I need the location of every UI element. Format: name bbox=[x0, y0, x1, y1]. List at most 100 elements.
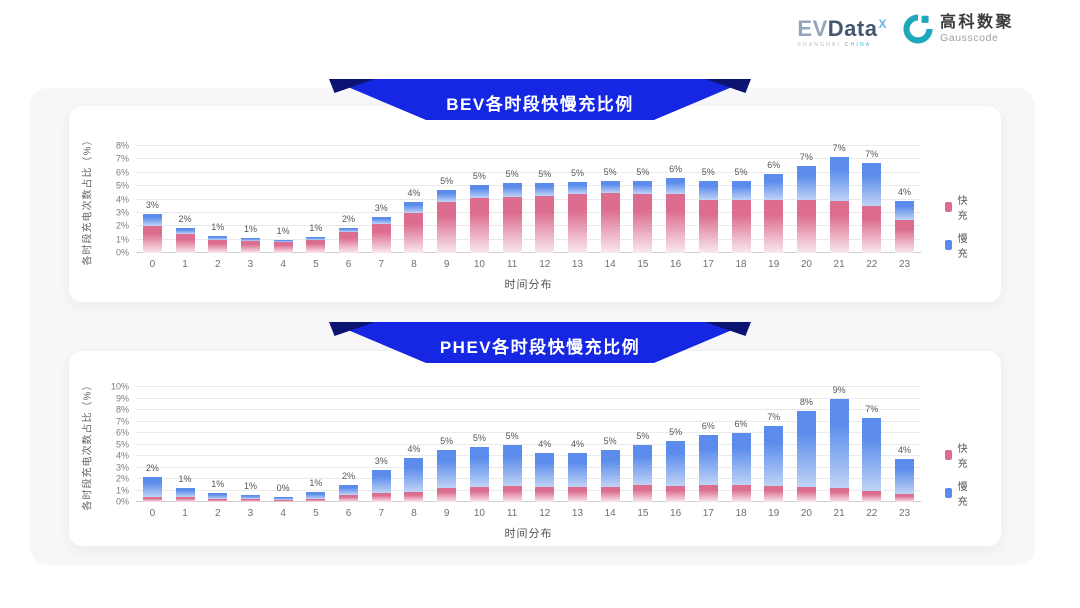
y-tick-label: 0% bbox=[115, 496, 129, 507]
bar-segment-慢充 bbox=[502, 183, 522, 197]
bar-segment-慢充 bbox=[666, 441, 686, 486]
bar-segment-慢充 bbox=[633, 444, 653, 485]
bar-7: 3% 7 bbox=[365, 146, 398, 270]
bar-segment-快充 bbox=[404, 212, 424, 253]
y-tick-label: 6% bbox=[115, 427, 129, 438]
bar-segment-慢充 bbox=[208, 235, 228, 240]
bar-segment-快充 bbox=[535, 487, 555, 502]
gridline bbox=[136, 466, 921, 468]
bar-16: 6% 16 bbox=[659, 146, 692, 270]
bar-segment-慢充 bbox=[371, 216, 391, 224]
x-tick-label: 19 bbox=[768, 259, 780, 270]
bar-value-label: 1% bbox=[309, 478, 323, 489]
legend-label: 慢充 bbox=[957, 482, 968, 508]
bar-10: 5% 10 bbox=[463, 146, 496, 270]
bar-segment-慢充 bbox=[502, 444, 522, 486]
bar-18: 6% 18 bbox=[725, 387, 758, 519]
bar-segment-快充 bbox=[142, 226, 162, 253]
bar-segment-慢充 bbox=[796, 411, 816, 488]
x-tick-label: 10 bbox=[473, 508, 485, 519]
bar-value-label: 1% bbox=[309, 222, 323, 233]
bar-segment-快充 bbox=[502, 196, 522, 253]
y-tick-label: 4% bbox=[115, 450, 129, 461]
bar-segment-快充 bbox=[698, 199, 718, 253]
bar-segment-快充 bbox=[764, 485, 784, 502]
bar-segment-慢充 bbox=[764, 426, 784, 486]
bar-21: 7% 21 bbox=[823, 143, 856, 270]
x-tick-label: 9 bbox=[443, 508, 450, 519]
bar-segment-快充 bbox=[862, 206, 882, 253]
bars: 3% 0 2% 1 1% 2 1% 3 1% 4 1% 5 2% 6 3% 7 4% 8 5% 9 5% 10 5% 11 5%… bbox=[136, 143, 921, 270]
bev-chart-card: 各时段充电次数占比（%） 时间分布 0% 1% 2% 3% 4% 5% 6% 7% 8% 3% 0 2… bbox=[68, 105, 1002, 303]
bar-segment-慢充 bbox=[306, 492, 326, 499]
bev-title-banner: BEV各时段快慢充比例 bbox=[329, 79, 751, 120]
legend-swatch bbox=[945, 202, 952, 212]
evdata-data-text: Data bbox=[827, 16, 878, 41]
bar-segment-慢充 bbox=[142, 476, 162, 497]
gridline bbox=[136, 501, 921, 502]
bar-19: 6% 19 bbox=[757, 146, 790, 270]
bar-value-label: 5% bbox=[505, 430, 519, 441]
bev-x-axis-title: 时间分布 bbox=[504, 279, 553, 291]
bar-7: 3% 7 bbox=[365, 387, 398, 519]
x-tick-label: 22 bbox=[866, 508, 878, 519]
bar-value-label: 2% bbox=[145, 462, 159, 473]
x-tick-label: 13 bbox=[571, 259, 584, 270]
x-tick-label: 20 bbox=[800, 259, 812, 270]
bars: 2% 0 1% 1 1% 2 1% 3 0% 4 1% 5 2% 6 3% 7 4% 8 5% 9 5% 10 5% 11 4%… bbox=[136, 385, 921, 519]
x-tick-label: 19 bbox=[768, 508, 780, 519]
bar-8: 4% 8 bbox=[398, 387, 431, 519]
bar-segment-慢充 bbox=[273, 240, 293, 243]
legend-item-慢充: 慢充 bbox=[945, 478, 971, 508]
evdata-subtext-shanghai: SHANGHAI bbox=[797, 42, 842, 48]
bar-segment-慢充 bbox=[731, 180, 751, 200]
bar-segment-快充 bbox=[796, 199, 816, 253]
y-tick-label: 3% bbox=[115, 462, 129, 472]
bar-13: 5% 13 bbox=[561, 146, 594, 270]
bar-value-label: 1% bbox=[178, 474, 192, 485]
evdata-subtext-china: CHINA bbox=[844, 42, 872, 48]
bar-6: 2% 6 bbox=[332, 387, 365, 519]
bar-segment-快充 bbox=[666, 485, 686, 502]
phev-title-banner: PHEV各时段快慢充比例 bbox=[329, 322, 751, 363]
bar-9: 5% 9 bbox=[430, 387, 463, 519]
x-tick-label: 23 bbox=[898, 508, 911, 519]
bar-segment-快充 bbox=[895, 219, 915, 253]
bar-segment-慢充 bbox=[698, 435, 718, 485]
y-tick-label: 8% bbox=[115, 140, 129, 151]
bar-segment-慢充 bbox=[339, 227, 359, 232]
bar-13: 4% 13 bbox=[561, 387, 594, 519]
bar-segment-慢充 bbox=[829, 398, 849, 489]
bar-value-label: 4% bbox=[570, 438, 584, 449]
gridline bbox=[136, 225, 921, 227]
bar-4: 0% 4 bbox=[267, 387, 300, 519]
bar-segment-快充 bbox=[633, 194, 653, 253]
bar-segment-快充 bbox=[698, 484, 718, 502]
gridline bbox=[136, 198, 921, 200]
gridline bbox=[136, 171, 921, 173]
bar-18: 5% 18 bbox=[725, 146, 758, 270]
bar-value-label: 4% bbox=[407, 444, 421, 455]
bar-segment-慢充 bbox=[895, 459, 915, 494]
bar-segment-快充 bbox=[306, 498, 326, 502]
x-tick-label: 2 bbox=[214, 508, 221, 519]
x-tick-label: 7 bbox=[378, 508, 385, 519]
bar-segment-快充 bbox=[142, 496, 162, 502]
bar-segment-快充 bbox=[764, 199, 784, 253]
gridline bbox=[136, 489, 921, 491]
bev-y-axis-title: 各时段充电次数占比（%） bbox=[82, 134, 94, 265]
bar-14: 5% 14 bbox=[594, 387, 627, 519]
bar-segment-慢充 bbox=[404, 202, 424, 213]
bar-value-label: 6% bbox=[734, 419, 748, 429]
x-tick-label: 2 bbox=[214, 259, 221, 270]
phev-y-axis-title: 各时段充电次数占比（%） bbox=[82, 379, 94, 510]
bar-segment-慢充 bbox=[567, 452, 587, 488]
bar-segment-慢充 bbox=[862, 418, 882, 491]
x-tick-label: 0 bbox=[149, 259, 156, 270]
bar-value-label: 5% bbox=[440, 176, 454, 187]
x-tick-label: 17 bbox=[702, 259, 714, 270]
phev-legend: 快充 慢充 bbox=[945, 440, 971, 508]
bar-17: 5% 17 bbox=[692, 146, 725, 270]
evdata-wordmark: EVDataX bbox=[797, 18, 887, 40]
bar-value-label: 5% bbox=[472, 170, 486, 181]
